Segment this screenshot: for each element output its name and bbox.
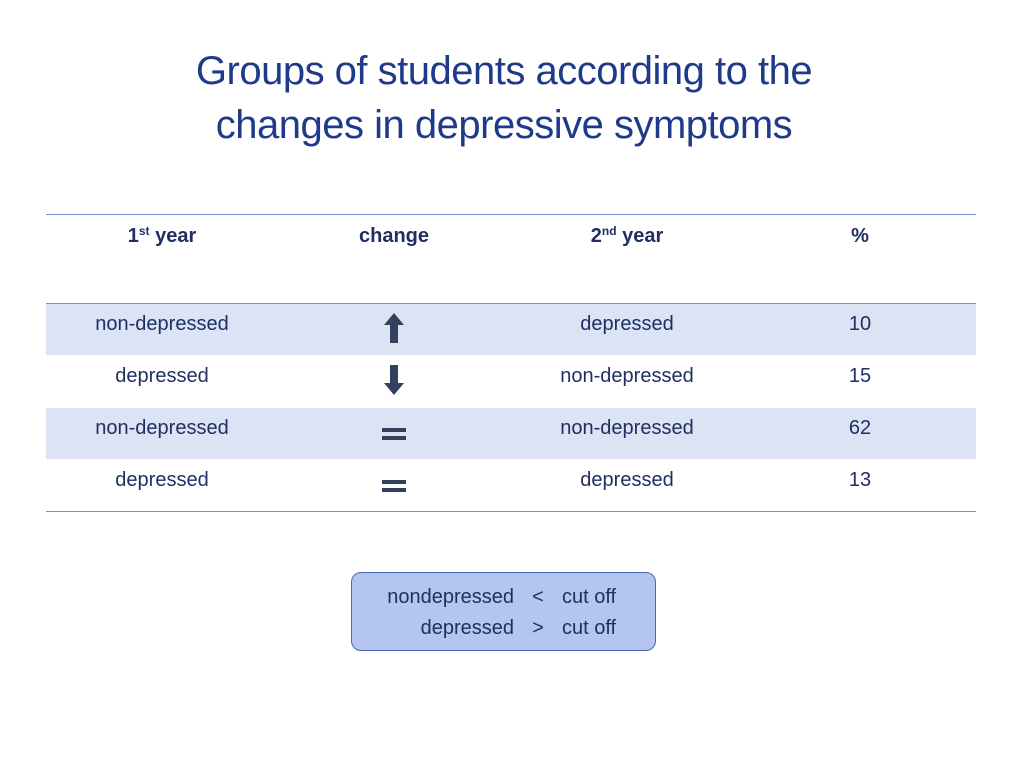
table-row: non-depressed non-depressed 62 [46, 407, 976, 459]
cell-change [278, 304, 510, 350]
legend-line-depressed: depressed > cut off [366, 617, 617, 640]
table-row: depressed non-depressed 15 [46, 355, 976, 407]
equals-icon [382, 428, 406, 440]
table-row: depressed depressed 13 [46, 459, 976, 511]
header-first-year-ordinal: st [138, 224, 150, 238]
cell-percent: 10 [848, 313, 872, 335]
cell-second-year: non-depressed [560, 417, 694, 439]
cell-second-year: depressed [580, 469, 674, 491]
cell-change [278, 460, 510, 505]
header-first-year-number: 1 [127, 225, 139, 247]
cutoff-legend-box: nondepressed < cut off depressed > cut o… [351, 572, 656, 651]
cell-change [278, 408, 510, 453]
header-change: change [358, 225, 430, 247]
cell-first-year: non-depressed [95, 313, 229, 335]
legend-line-nondepressed: nondepressed < cut off [366, 586, 616, 609]
legend-label: depressed [420, 617, 514, 639]
cell-first-year: depressed [115, 469, 209, 491]
table-row: non-depressed depressed 10 [46, 304, 976, 355]
header-percent: % [851, 225, 869, 247]
slide-title-line-2: changes in depressive symptoms [215, 103, 793, 147]
cell-second-year: non-depressed [560, 365, 694, 387]
cell-second-year: depressed [580, 313, 674, 335]
table-header-row: 1st year change 2nd year % [46, 215, 976, 304]
results-table: 1st year change 2nd year % non-depressed… [46, 214, 976, 512]
legend-operator: > [532, 617, 544, 639]
header-first-year: 1st year [46, 215, 278, 248]
slide-title: Groups of students according to the chan… [0, 44, 1008, 152]
cell-percent: 13 [848, 469, 872, 491]
up-arrow-icon [384, 313, 404, 343]
header-second-year-ordinal: nd [601, 224, 617, 238]
header-second-year-label: year [616, 225, 664, 247]
legend-label: nondepressed [387, 586, 514, 608]
cell-percent: 62 [848, 417, 872, 439]
equals-icon [382, 480, 406, 492]
header-second-year-number: 2 [590, 225, 602, 247]
slide-title-line-1: Groups of students according to the [195, 49, 813, 93]
legend-value: cut off [562, 586, 617, 608]
legend-operator: < [532, 586, 544, 608]
down-arrow-icon [384, 365, 404, 395]
cell-first-year: non-depressed [95, 417, 229, 439]
cell-change [278, 356, 510, 402]
legend-value: cut off [562, 617, 617, 639]
header-first-year-label: year [149, 225, 197, 247]
cell-percent: 15 [848, 365, 872, 387]
cell-first-year: depressed [115, 365, 209, 387]
header-second-year: 2nd year [510, 215, 744, 248]
